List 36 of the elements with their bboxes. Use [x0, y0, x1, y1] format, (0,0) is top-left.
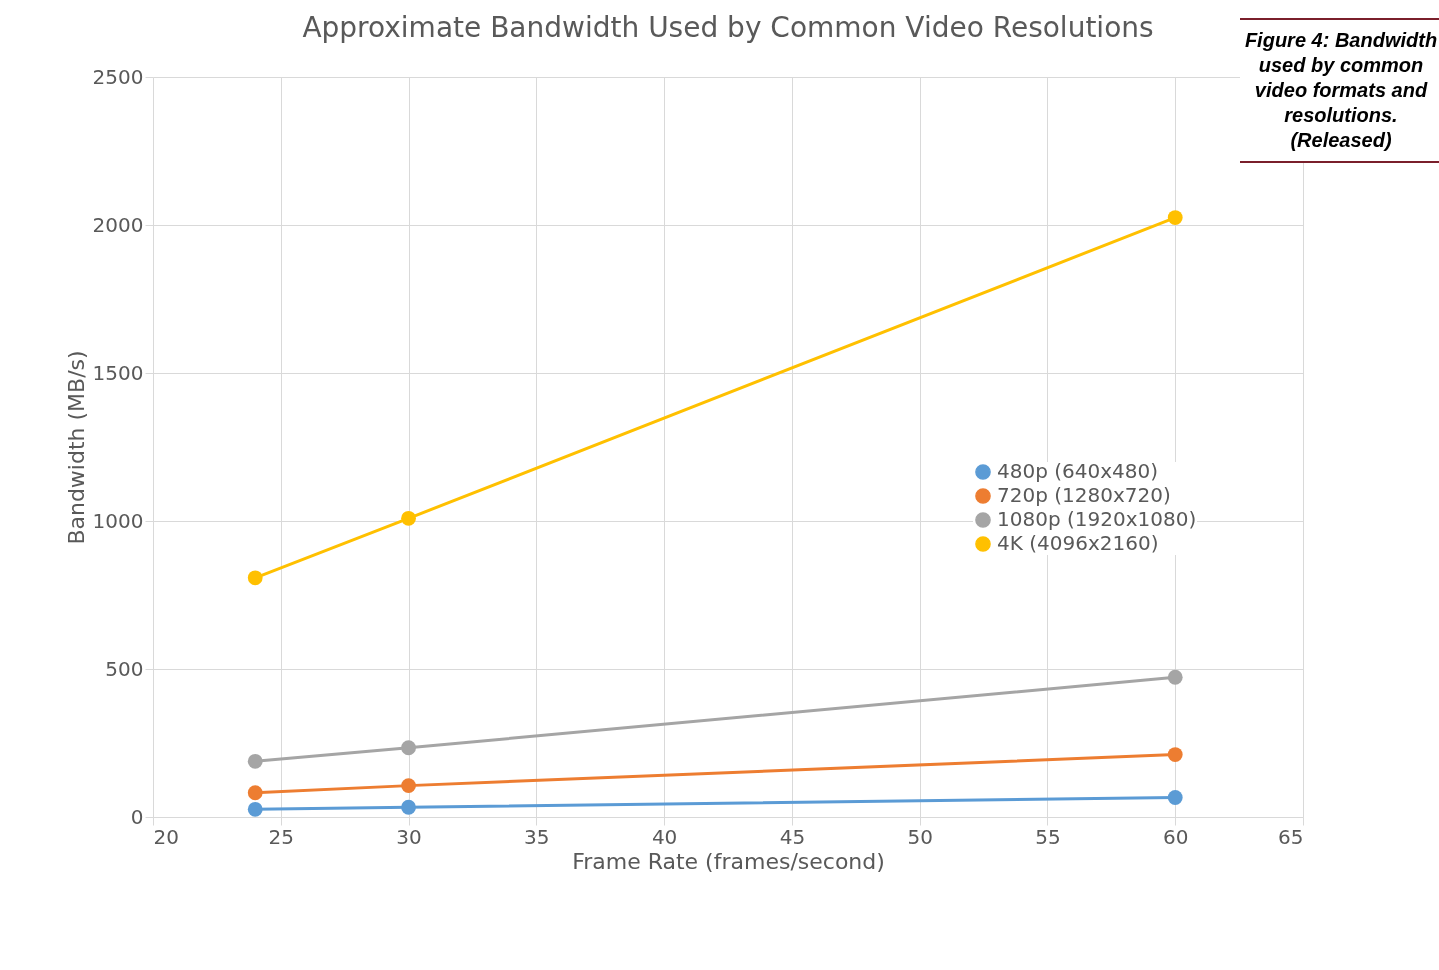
- x-tick-label: 35: [524, 824, 550, 849]
- y-tick-label: 0: [130, 804, 144, 829]
- point: [1167, 669, 1183, 685]
- y-tick-label: 2500: [92, 64, 144, 89]
- point: [401, 799, 416, 815]
- caption-box: Figure 4: Bandwidth used by common video formats and resolutions. (Released): [1240, 18, 1439, 163]
- point: [1167, 747, 1183, 762]
- chart-title: Approximate Bandwidth Used by Common Video Resolutions: [302, 11, 1154, 44]
- point: [247, 801, 263, 817]
- point: [247, 570, 263, 586]
- x-tick-label: 30: [396, 824, 422, 849]
- x-tick-label: 60: [1163, 824, 1189, 849]
- x-axis-title: Frame Rate (frames/second): [572, 848, 885, 874]
- x-tick-label: 55: [1035, 824, 1061, 849]
- point: [401, 510, 416, 526]
- point: [247, 753, 263, 769]
- legend-label: 4K (4096x2160): [997, 531, 1159, 555]
- legend-label: 720p (1280x720): [997, 483, 1171, 507]
- y-tick-label: 2000: [92, 212, 144, 237]
- point: [401, 778, 416, 794]
- point: [401, 740, 416, 756]
- x-tick-label: 25: [268, 824, 294, 849]
- y-tick-label: 1500: [92, 360, 144, 385]
- point: [1167, 210, 1183, 225]
- x-tick-label: 45: [779, 824, 806, 849]
- y-tick-label: 500: [105, 656, 144, 681]
- x-tick-label: 65: [1278, 824, 1304, 849]
- y-axis-title: Bandwidth (MB/s): [63, 350, 89, 545]
- x-tick-label: 20: [153, 824, 179, 849]
- x-tick-label: 40: [651, 824, 678, 849]
- y-tick-label: 1000: [92, 508, 144, 533]
- point: [1167, 790, 1183, 805]
- x-tick-label: 50: [907, 824, 933, 849]
- legend-label: 1080p (1920x1080): [997, 507, 1197, 531]
- legend-label: 480p (640x480): [997, 459, 1159, 483]
- point: [247, 785, 263, 801]
